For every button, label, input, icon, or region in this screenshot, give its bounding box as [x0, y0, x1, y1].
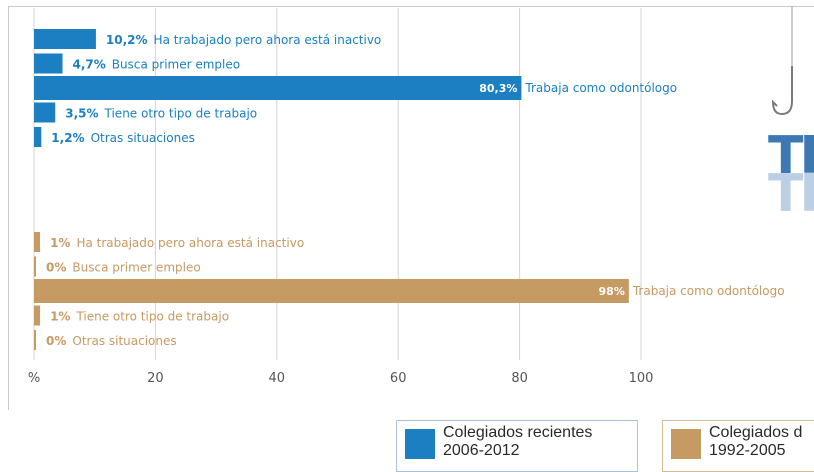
category-label: Ha trabajado pero ahora está inactivo: [76, 236, 304, 250]
x-tick-label: 60: [390, 371, 407, 386]
bar: [34, 76, 522, 100]
legend-swatch-brown: [671, 429, 701, 459]
legend-line-2: 2006-2012: [443, 442, 520, 459]
bar-chart: % 20 40 60 80 100 10,2% Ha trabajado pero ahora…: [28, 8, 785, 386]
x-tick-label: 20: [147, 371, 164, 386]
legend-item-recientes: Colegiados recientes 2006-2012: [396, 420, 638, 472]
data-value-label: 0%: [46, 261, 66, 275]
data-value-label: 1%: [50, 236, 70, 250]
legend-line-1: Colegiados recientes: [443, 424, 593, 441]
data-value-label: 80,3%: [479, 82, 517, 95]
legend-label: Colegiados recientes 2006-2012: [443, 424, 592, 460]
data-value-label: 1%: [50, 310, 70, 324]
data-value-label: 3,5%: [65, 107, 98, 121]
chart-frame-top: [8, 6, 814, 7]
legend-item-anteriores: Colegiados d 1992-2005: [662, 420, 814, 472]
data-value-label: 10,2%: [106, 33, 148, 47]
x-tick-label: 80: [511, 371, 528, 386]
bar: [34, 127, 42, 147]
bar: [34, 232, 41, 252]
category-label: Otras situaciones: [91, 131, 195, 145]
category-label: Tiene otro tipo de trabajo: [75, 310, 229, 324]
bar: [34, 29, 96, 49]
legend-label: Colegiados d 1992-2005: [709, 424, 802, 460]
fish-hook-icon: [771, 6, 793, 116]
bar: [34, 53, 63, 74]
bar: [34, 279, 629, 303]
x-tick-label: 100: [629, 371, 654, 386]
category-label: Otras situaciones: [72, 334, 176, 348]
data-value-label: 0%: [46, 334, 66, 348]
decorative-letters: TR: [768, 126, 814, 186]
x-tick-label: %: [28, 371, 40, 386]
category-label: Trabaja como odontólogo: [632, 284, 785, 298]
category-label: Trabaja como odontólogo: [524, 81, 677, 95]
bar: [34, 305, 41, 326]
category-label: Busca primer empleo: [72, 261, 200, 275]
bar: [34, 330, 36, 350]
legend-line-1: Colegiados d: [709, 424, 803, 441]
bar: [34, 256, 36, 277]
x-tick-label: 40: [269, 371, 286, 386]
data-value-label: 98%: [599, 285, 625, 298]
legend-line-2: 1992-2005: [709, 442, 786, 459]
category-label: Tiene otro tipo de trabajo: [104, 107, 258, 121]
data-value-label: 1,2%: [51, 131, 84, 145]
decorative-image: TR: [762, 6, 814, 236]
category-label: Ha trabajado pero ahora está inactivo: [154, 33, 382, 47]
legend-swatch-blue: [405, 429, 435, 459]
category-label: Busca primer empleo: [112, 58, 240, 72]
bar: [34, 102, 56, 123]
data-value-label: 4,7%: [73, 58, 106, 72]
chart-frame-left: [8, 6, 9, 410]
